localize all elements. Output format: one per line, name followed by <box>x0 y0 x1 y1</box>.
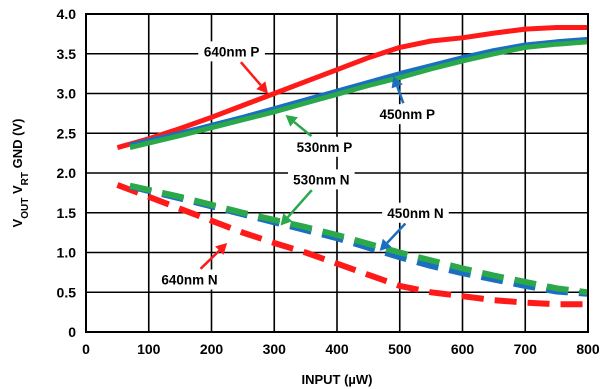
series-line-450nm-n <box>129 183 589 297</box>
plot-frame <box>85 13 589 333</box>
annotation-arrow-530nm-n <box>286 189 313 219</box>
annotation-arrow-450nm-p <box>396 85 405 104</box>
annotations: 640nm P 450nm P 530nm P 530nm N 450nm N 640nm… <box>156 41 449 290</box>
x-tick-label-5: 500 <box>388 341 412 357</box>
annotation-arrow-640nm-n <box>199 249 221 270</box>
series-line-640nm-p <box>116 25 588 151</box>
y-axis-label-suffix: GND (V) <box>10 119 25 172</box>
y-tick-label-1: 0.5 <box>57 284 77 300</box>
x-tick-label-3: 300 <box>263 341 287 357</box>
annotation-bg-450nm-p <box>373 104 441 125</box>
annotation-label-450nm-n: 450nm N <box>387 206 443 221</box>
x-tick-label-8: 800 <box>576 341 600 357</box>
y-tick-label-8: 4.0 <box>57 6 77 22</box>
series-line-530nm-p <box>129 39 589 151</box>
annotation-bg-530nm-n <box>288 169 355 190</box>
x-tick-labels: 0 100 200 300 400 500 600 700 800 <box>82 341 600 357</box>
y-axis-label: VOUT VRT GND (V) <box>10 119 31 228</box>
x-axis-label: INPUT (µW) <box>301 372 372 387</box>
series-line-640nm-n <box>116 182 588 308</box>
y-tick-label-0: 0 <box>68 324 76 340</box>
annotation-arrow-640nm-p <box>239 61 262 86</box>
x-tick-label-1: 100 <box>137 341 161 357</box>
y-tick-label-5: 2.5 <box>57 125 77 141</box>
series-line-530nm-n <box>129 182 589 296</box>
annotation-arrowhead-450nm-n <box>379 238 392 251</box>
x-tick-label-6: 600 <box>451 341 475 357</box>
y-tick-label-4: 2.0 <box>57 165 77 181</box>
y-tick-label-7: 3.5 <box>57 46 77 62</box>
y-tick-label-3: 1.5 <box>57 205 77 221</box>
annotation-bg-450nm-n <box>382 202 449 223</box>
annotation-bg-530nm-p <box>291 136 358 157</box>
annotation-label-640nm-p: 640nm P <box>204 44 260 59</box>
x-tick-label-7: 700 <box>514 341 538 357</box>
annotation-arrowhead-530nm-n <box>280 213 293 226</box>
annotation-label-530nm-n: 530nm N <box>293 172 349 187</box>
annotation-label-640nm-n: 640nm N <box>161 273 217 288</box>
y-axis-label-prefix: V <box>10 218 25 227</box>
annotation-bg-640nm-n <box>156 269 223 290</box>
annotation-arrow-530nm-p <box>293 120 313 138</box>
y-tick-label-6: 3.0 <box>57 86 77 102</box>
y-axis-label-mid: V <box>10 185 25 198</box>
y-tick-labels: 0 0.5 1.0 1.5 2.0 2.5 3.0 3.5 4.0 <box>57 6 77 340</box>
annotation-arrow-450nm-n <box>386 222 407 244</box>
annotation-arrowhead-530nm-p <box>285 114 298 127</box>
y-axis-label-sub2: RT <box>20 172 31 185</box>
x-tick-label-2: 200 <box>200 341 224 357</box>
x-tick-label-0: 0 <box>82 341 90 357</box>
y-axis-label-sub1: OUT <box>20 198 31 219</box>
annotation-label-450nm-p: 450nm P <box>380 107 436 122</box>
annotation-arrowhead-640nm-n <box>215 242 228 255</box>
annotation-label-530nm-p: 530nm P <box>297 140 353 155</box>
y-tick-label-2: 1.0 <box>57 245 77 261</box>
x-tick-label-4: 400 <box>325 341 349 357</box>
annotation-arrowhead-450nm-p <box>391 76 403 89</box>
series-group <box>116 25 589 308</box>
annotation-bg-640nm-p <box>198 41 265 62</box>
annotation-arrowhead-640nm-p <box>256 81 268 94</box>
